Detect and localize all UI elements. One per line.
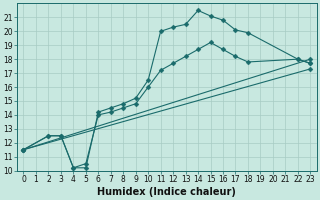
X-axis label: Humidex (Indice chaleur): Humidex (Indice chaleur) — [98, 187, 236, 197]
